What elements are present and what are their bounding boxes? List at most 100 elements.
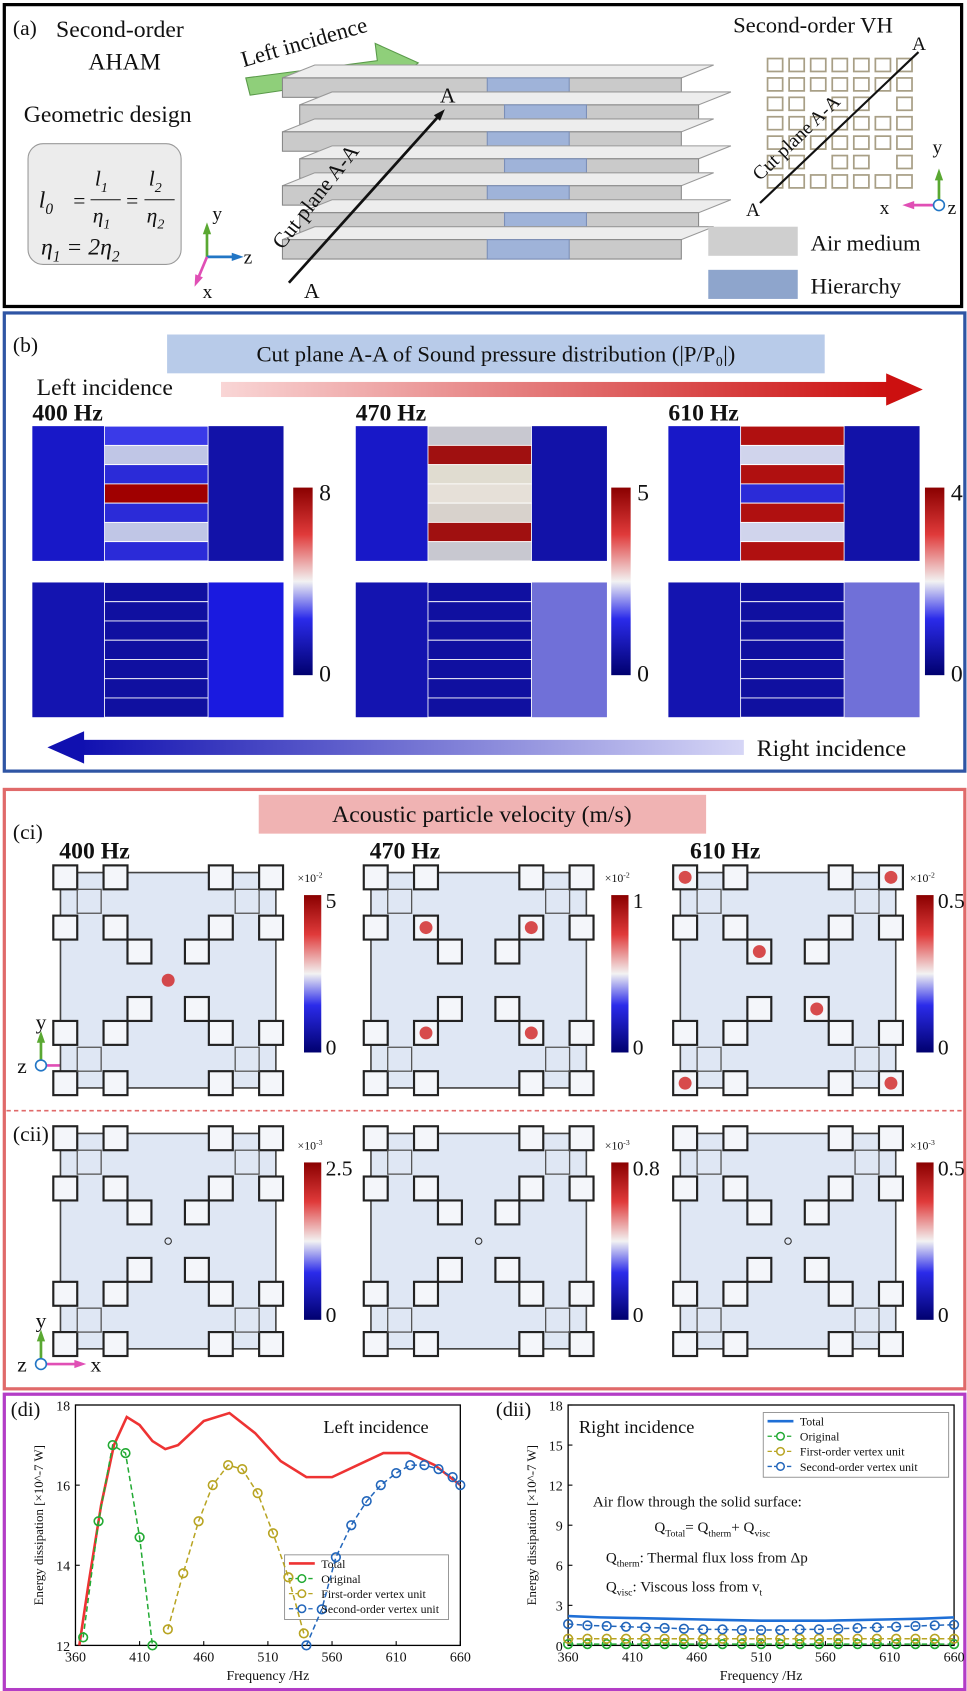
label: (ci) — [13, 820, 43, 844]
hierarchy-band — [487, 240, 569, 259]
label: y — [36, 1010, 47, 1034]
label: 5 — [637, 481, 649, 507]
lattice-cell — [570, 1126, 594, 1150]
label: Left incidence — [323, 1417, 428, 1437]
vh-cell — [875, 175, 890, 188]
bar-top — [282, 119, 713, 132]
lattice-cell — [495, 997, 519, 1021]
formula: ×10-3 — [910, 1138, 935, 1153]
formula-part: = 2η — [60, 235, 111, 261]
lattice-cell — [673, 1126, 697, 1150]
vh-cell — [854, 175, 869, 188]
lattice-cell — [53, 1282, 77, 1306]
figure: (a)Second-orderAHAMGeometric designl0=l1… — [0, 0, 967, 1691]
vh-cell — [789, 97, 804, 110]
subscript: -2 — [316, 870, 323, 879]
label: 4 — [951, 481, 963, 507]
lattice-cell — [104, 865, 128, 889]
lattice-cell — [570, 916, 594, 940]
lattice-cell — [829, 1071, 853, 1095]
legend-marker — [298, 1590, 306, 1598]
label: (di) — [11, 1399, 41, 1421]
label: 18 — [549, 1399, 563, 1414]
lattice-cell — [209, 1177, 233, 1201]
field-stripe — [105, 659, 208, 678]
lattice-cell — [805, 940, 829, 964]
field-stripe — [105, 602, 208, 621]
lattice-cell — [414, 1071, 438, 1095]
label: 660 — [450, 1651, 471, 1666]
bar-top — [300, 200, 731, 213]
label: (dii) — [496, 1399, 531, 1421]
lattice-cell — [185, 997, 209, 1021]
label: 460 — [193, 1651, 214, 1666]
lattice-cell — [259, 916, 283, 940]
series-marker — [347, 1521, 356, 1530]
vh-cell — [854, 156, 869, 169]
label: First-order vertex unit — [800, 1445, 905, 1459]
formula-part: ×10 — [605, 1139, 624, 1153]
colorbar — [293, 488, 312, 676]
label: 0 — [633, 1036, 644, 1060]
lattice-cell — [414, 1332, 438, 1356]
lattice-cell — [723, 1282, 747, 1306]
formula: ×10-2 — [298, 870, 323, 885]
field-block — [844, 426, 919, 561]
label: 1 — [633, 889, 644, 913]
label: 610 Hz — [690, 838, 760, 864]
field-stripe — [741, 679, 844, 698]
subscript: 0 — [45, 201, 53, 218]
subscript: t — [760, 1588, 763, 1599]
subscript: -3 — [316, 1138, 323, 1147]
label: 610 — [386, 1651, 407, 1666]
arrow-head — [886, 373, 923, 405]
label: 0 — [637, 662, 649, 688]
field-block — [531, 582, 606, 717]
vh-cell — [897, 136, 912, 149]
lattice-cell — [104, 1177, 128, 1201]
vh-cell — [811, 175, 826, 188]
label: 470 Hz — [370, 838, 440, 864]
lattice-cell — [364, 1126, 388, 1150]
label: 12 — [56, 1640, 70, 1655]
field-block — [32, 582, 104, 717]
subscript: 2 — [112, 248, 120, 265]
label: A — [746, 200, 760, 221]
label: 9 — [556, 1520, 563, 1535]
lattice-cell — [364, 865, 388, 889]
label: 0 — [951, 662, 963, 688]
lattice-cell — [879, 1282, 903, 1306]
lattice-cell — [364, 1071, 388, 1095]
label: Second-order vertex unit — [321, 1602, 439, 1616]
lattice-cell — [519, 1071, 543, 1095]
vh-cell — [832, 59, 847, 72]
label: x — [91, 1353, 102, 1377]
field-stripe — [428, 582, 531, 601]
velocity-hotspot — [525, 921, 538, 934]
label: Right incidence — [579, 1417, 694, 1437]
lattice-cell — [519, 865, 543, 889]
field-stripe — [741, 484, 844, 503]
field-stripe — [741, 542, 844, 561]
lattice-cell — [829, 1126, 853, 1150]
colorbar — [304, 1162, 321, 1319]
label: 560 — [815, 1651, 836, 1666]
label: Air medium — [811, 230, 921, 255]
vh-cell — [854, 59, 869, 72]
field-stripe — [741, 582, 844, 601]
lattice-cell — [570, 1332, 594, 1356]
bar-top — [282, 227, 713, 240]
label: 8 — [319, 481, 331, 507]
lattice-cell — [364, 1021, 388, 1045]
lattice-cell — [829, 865, 853, 889]
lattice-cell — [127, 997, 151, 1021]
vh-cell — [832, 78, 847, 91]
label: 15 — [549, 1439, 563, 1454]
field-stripe — [105, 426, 208, 445]
lattice-cell — [723, 1332, 747, 1356]
label: 0.5 — [938, 889, 965, 913]
field-stripe — [428, 679, 531, 698]
vh-cell — [897, 97, 912, 110]
lattice-cell — [104, 1126, 128, 1150]
z-symbol — [934, 200, 945, 211]
